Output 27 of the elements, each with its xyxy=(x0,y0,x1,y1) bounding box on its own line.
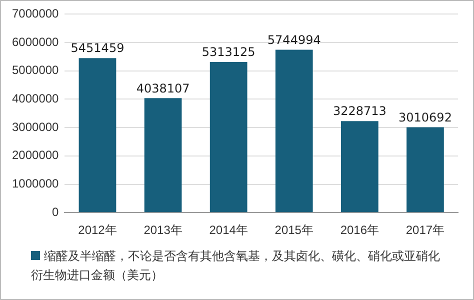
bar xyxy=(341,121,378,212)
data-label: 5313125 xyxy=(202,45,256,60)
x-tick-label: 2013年 xyxy=(144,223,182,238)
data-label: 3010692 xyxy=(398,110,452,124)
data-label: 5744994 xyxy=(267,32,321,47)
x-tick-label: 2012年 xyxy=(78,223,117,238)
data-label: 3228713 xyxy=(332,104,386,118)
y-tick-label: 6000000 xyxy=(12,34,60,49)
data-label: 4038107 xyxy=(136,81,190,96)
y-tick-label: 1000000 xyxy=(12,176,60,191)
legend-label: 缩醛及半缩醛，不论是否含有其他含氧基，及其卤化、磺化、硝化或亚硝化衍生物进口金额（美元） xyxy=(31,248,441,284)
y-tick-label: 2000000 xyxy=(12,148,60,162)
x-tick-label: 2014年 xyxy=(209,223,248,238)
y-tick-label: 3000000 xyxy=(12,120,60,134)
x-tick-label: 2017年 xyxy=(406,223,445,238)
y-tick-label: 0 xyxy=(52,204,60,219)
y-tick-label: 5000000 xyxy=(12,63,60,78)
data-label: 5451459 xyxy=(70,41,124,56)
y-tick-label: 4000000 xyxy=(12,92,60,106)
bar xyxy=(406,127,444,212)
bar xyxy=(78,58,116,212)
bar xyxy=(144,98,182,212)
y-tick-label: 7000000 xyxy=(12,6,60,21)
x-tick-label: 2016年 xyxy=(340,223,380,238)
bar xyxy=(275,50,313,212)
bar xyxy=(210,62,248,212)
x-tick-label: 2015年 xyxy=(274,223,314,238)
